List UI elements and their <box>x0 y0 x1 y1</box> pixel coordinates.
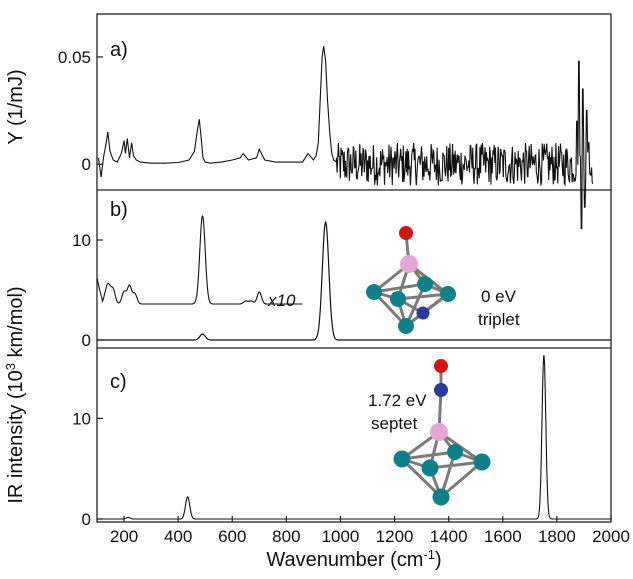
calculated-spectrum-triplet-line <box>97 221 611 341</box>
traces-layer <box>96 46 611 520</box>
x-tick-label: 1800 <box>538 527 576 546</box>
y-tick-label: 0.05 <box>58 48 91 67</box>
x-tick-label: 200 <box>110 527 138 546</box>
atom-center-pink <box>430 423 448 441</box>
calculated-spectrum-septet-line <box>97 355 611 520</box>
energy-label-c: 1.72 eV <box>368 391 427 410</box>
atom-o <box>399 226 413 240</box>
atom-co <box>393 450 411 468</box>
atom-co-back <box>447 444 463 460</box>
y-tick-label: 10 <box>72 409 91 428</box>
atom-co <box>432 488 450 506</box>
atom-n <box>434 383 448 397</box>
x-axis-title: Wavenumber (cm-1) <box>266 547 441 571</box>
x-tick-label: 1000 <box>322 527 360 546</box>
y-tick-label: 0 <box>82 510 91 529</box>
molecule-triplet-structure <box>366 226 456 334</box>
scale-label-x10: x10 <box>267 291 296 310</box>
axes-layer: 200 400 600 800 1000 1200 1400 1600 1800 200000.0… <box>58 48 630 546</box>
experimental-spectrum-line <box>97 46 594 230</box>
y-tick-label: 0 <box>82 331 91 350</box>
x-tick-label: 1400 <box>430 527 468 546</box>
atom-co <box>440 286 456 302</box>
panel-label-c: c) <box>110 371 127 393</box>
atom-co <box>366 284 382 300</box>
atom-co <box>421 459 439 477</box>
y-tick-label: 0 <box>82 155 91 174</box>
scaled-x10-spectrum-line <box>96 215 303 305</box>
atom-co <box>390 291 406 307</box>
x-tick-label: 2000 <box>592 527 630 546</box>
spin-label-b: triplet <box>478 310 520 329</box>
x-tick-label: 1200 <box>376 527 414 546</box>
atom-co <box>398 318 414 334</box>
x-tick-label: 800 <box>272 527 300 546</box>
panel-label-a: a) <box>110 39 128 61</box>
panel-label-b: b) <box>110 199 128 221</box>
atom-co <box>473 453 491 471</box>
y-axis-title-a: Y (1/mJ) <box>5 69 27 144</box>
atom-n <box>416 306 430 320</box>
y-tick-label: 10 <box>72 231 91 250</box>
x-tick-label: 400 <box>164 527 192 546</box>
molecule-septet-structure <box>393 359 491 506</box>
x-tick-label: 600 <box>218 527 246 546</box>
atom-center-pink <box>400 255 418 273</box>
spin-label-c: septet <box>371 414 418 433</box>
atom-co-back <box>417 276 433 292</box>
energy-label-b: 0 eV <box>481 287 517 306</box>
y-axis-title-shared: IR intensity (103 km/mol) <box>3 286 27 503</box>
x-tick-label: 1600 <box>484 527 522 546</box>
atom-o <box>434 359 448 373</box>
plot-frame <box>96 13 612 523</box>
